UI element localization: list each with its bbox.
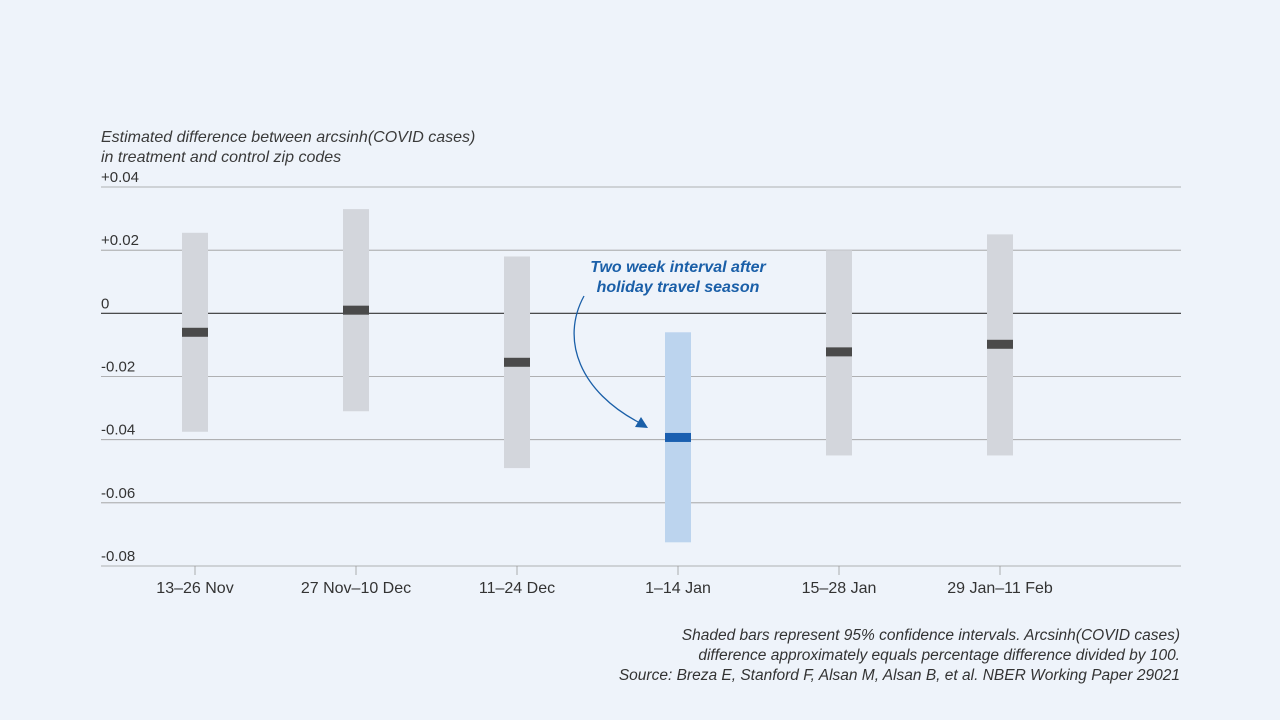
- estimate-marker: [826, 347, 852, 357]
- annotation-line-1: Two week interval after: [590, 259, 766, 276]
- footnote-line-3: Source: Breza E, Stanford F, Alsan M, Al…: [618, 667, 1180, 684]
- x-tick-label: 27 Nov–10 Dec: [301, 580, 411, 597]
- estimate-marker: [182, 327, 208, 337]
- x-tick-label: 15–28 Jan: [802, 580, 877, 597]
- x-tick-label: 13–26 Nov: [156, 580, 233, 597]
- y-tick-label: 0: [101, 295, 109, 312]
- footnote-line-1: Shaded bars represent 95% confidence int…: [681, 627, 1180, 644]
- x-tick-label: 11–24 Dec: [479, 580, 555, 597]
- y-axis-label: Estimated difference between arcsinh(COV…: [101, 128, 475, 168]
- y-tick-label: -0.08: [101, 548, 135, 565]
- x-tick-label: 29 Jan–11 Feb: [947, 580, 1053, 597]
- estimate-marker: [504, 357, 530, 367]
- tick-labels: +0.04 +0.02 0 -0.02 -0.04 -0.06 -0.08 13–26 Nov…: [101, 169, 1053, 597]
- estimate-marker: [987, 339, 1013, 349]
- annotation-line-2: holiday travel season: [597, 279, 760, 296]
- confidence-intervals: [182, 209, 1013, 543]
- y-tick-label: -0.06: [101, 485, 135, 502]
- annotation: Two week interval after holiday travel se…: [573, 259, 767, 428]
- footnote-line-2: difference approximately equals percenta…: [698, 647, 1180, 664]
- gridlines: [101, 186, 1181, 575]
- y-tick-label: +0.04: [101, 169, 139, 186]
- y-tick-label: -0.04: [101, 422, 135, 439]
- y-tick-label: -0.02: [101, 359, 135, 376]
- y-axis-label-line-1: Estimated difference between arcsinh(COV…: [101, 129, 476, 146]
- footnote: Shaded bars represent 95% confidence int…: [480, 626, 1180, 686]
- y-tick-label: +0.02: [101, 232, 139, 249]
- estimate-marker: [343, 305, 369, 315]
- x-tick-label: 1–14 Jan: [645, 580, 711, 597]
- estimate-marker: [665, 432, 691, 442]
- annotation-arrowhead: [635, 417, 648, 428]
- annotation-arrow: [573, 295, 641, 424]
- y-axis-label-line-2: in treatment and control zip codes: [101, 149, 342, 166]
